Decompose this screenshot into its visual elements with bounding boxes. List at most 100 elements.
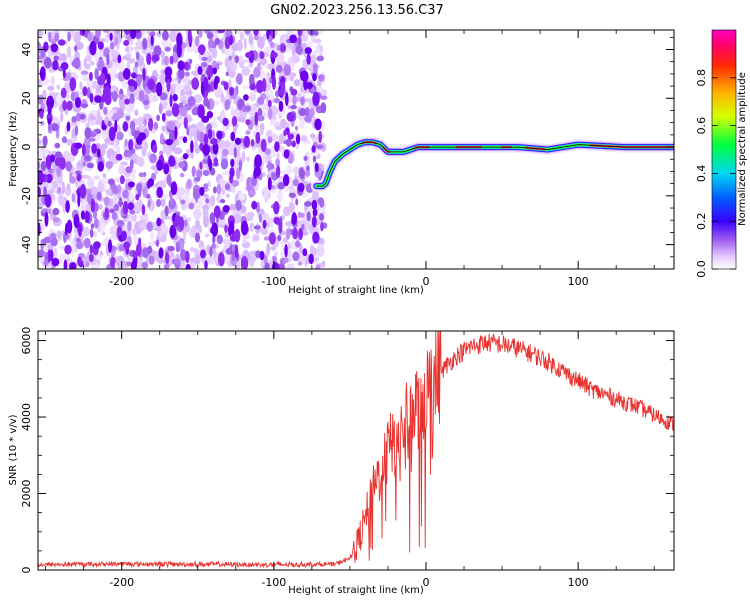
noise-blob [88,253,94,263]
spectrogram-heatmap [38,30,674,269]
noise-blob [97,161,104,172]
noise-blob [230,131,236,142]
noise-blob [163,163,170,175]
noise-speckle [105,189,112,195]
noise-speckle [237,39,243,52]
noise-speckle [295,240,301,248]
noise-speckle [226,193,230,198]
noise-blob [274,141,280,153]
noise-blob [291,212,298,226]
noise-blob [148,117,154,131]
y-tick-label: 40 [20,43,33,57]
noise-speckle [241,66,251,76]
noise-speckle [285,138,292,147]
noise-speckle [89,61,95,66]
noise-speckle [188,127,197,133]
noise-speckle [102,173,107,179]
noise-blob [255,131,261,144]
noise-speckle [314,38,322,44]
noise-speckle [247,211,255,218]
noise-blob [91,143,97,154]
noise-speckle [303,30,308,38]
noise-blob [96,148,101,158]
x-tick-label: 100 [568,576,589,589]
x-tick-label: -100 [261,576,286,589]
noise-blob [161,112,166,122]
noise-speckle [127,255,134,263]
noise-speckle [156,30,162,38]
noise-speckle [75,237,81,243]
noise-speckle [300,134,308,142]
noise-speckle [297,261,302,266]
noise-blob [62,100,68,111]
noise-speckle [307,161,311,167]
noise-speckle [207,55,213,63]
noise-speckle [66,139,73,144]
noise-speckle [319,197,325,208]
noise-speckle [236,73,243,85]
noise-speckle [231,252,236,262]
noise-speckle [253,234,260,242]
noise-speckle [209,212,216,225]
noise-blob [101,123,107,131]
noise-speckle [304,201,312,207]
noise-speckle [203,183,209,190]
noise-speckle [107,178,115,186]
noise-speckle [195,254,201,265]
noise-speckle [117,108,124,119]
noise-speckle [222,238,231,245]
noise-blob [79,184,87,199]
noise-speckle [267,107,273,120]
noise-blob [89,40,97,56]
noise-speckle [188,198,194,204]
noise-speckle [135,51,140,61]
noise-speckle [253,34,259,41]
noise-speckle [159,224,169,237]
noise-speckle [83,237,91,249]
noise-blob [66,219,73,234]
noise-blob [287,133,294,140]
noise-blob [229,86,234,96]
noise-blob [174,126,178,140]
noise-speckle [160,69,166,75]
noise-blob [178,216,185,230]
noise-speckle [196,169,203,178]
noise-speckle [164,205,169,217]
noise-speckle [206,31,214,40]
noise-blob [151,54,160,62]
noise-speckle [293,79,301,87]
noise-speckle [292,251,300,262]
noise-speckle [139,215,148,221]
noise-blob [60,62,69,71]
noise-speckle [85,261,90,268]
noise-speckle [212,234,216,244]
noise-speckle [276,191,284,200]
noise-blob [156,82,163,97]
noise-speckle [316,144,324,149]
noise-speckle [150,230,154,240]
noise-blob [131,72,137,79]
noise-blob [285,92,289,106]
noise-speckle [149,31,156,37]
noise-speckle [116,131,124,141]
noise-speckle [43,242,47,254]
noise-speckle [297,35,302,47]
noise-speckle [82,199,87,210]
noise-speckle [153,121,159,130]
y-tick-label: -20 [20,187,33,205]
noise-speckle [57,186,61,194]
noise-blob [222,117,229,127]
noise-blob [108,126,116,141]
noise-speckle [136,182,143,193]
noise-speckle [191,165,196,178]
noise-blob [197,104,205,119]
noise-speckle [253,130,257,137]
noise-speckle [300,96,305,106]
noise-blob [63,259,68,269]
noise-speckle [111,50,120,60]
noise-blob [298,228,303,240]
noise-speckle [177,67,185,80]
noise-blob [84,210,90,223]
noise-blob [199,186,205,196]
